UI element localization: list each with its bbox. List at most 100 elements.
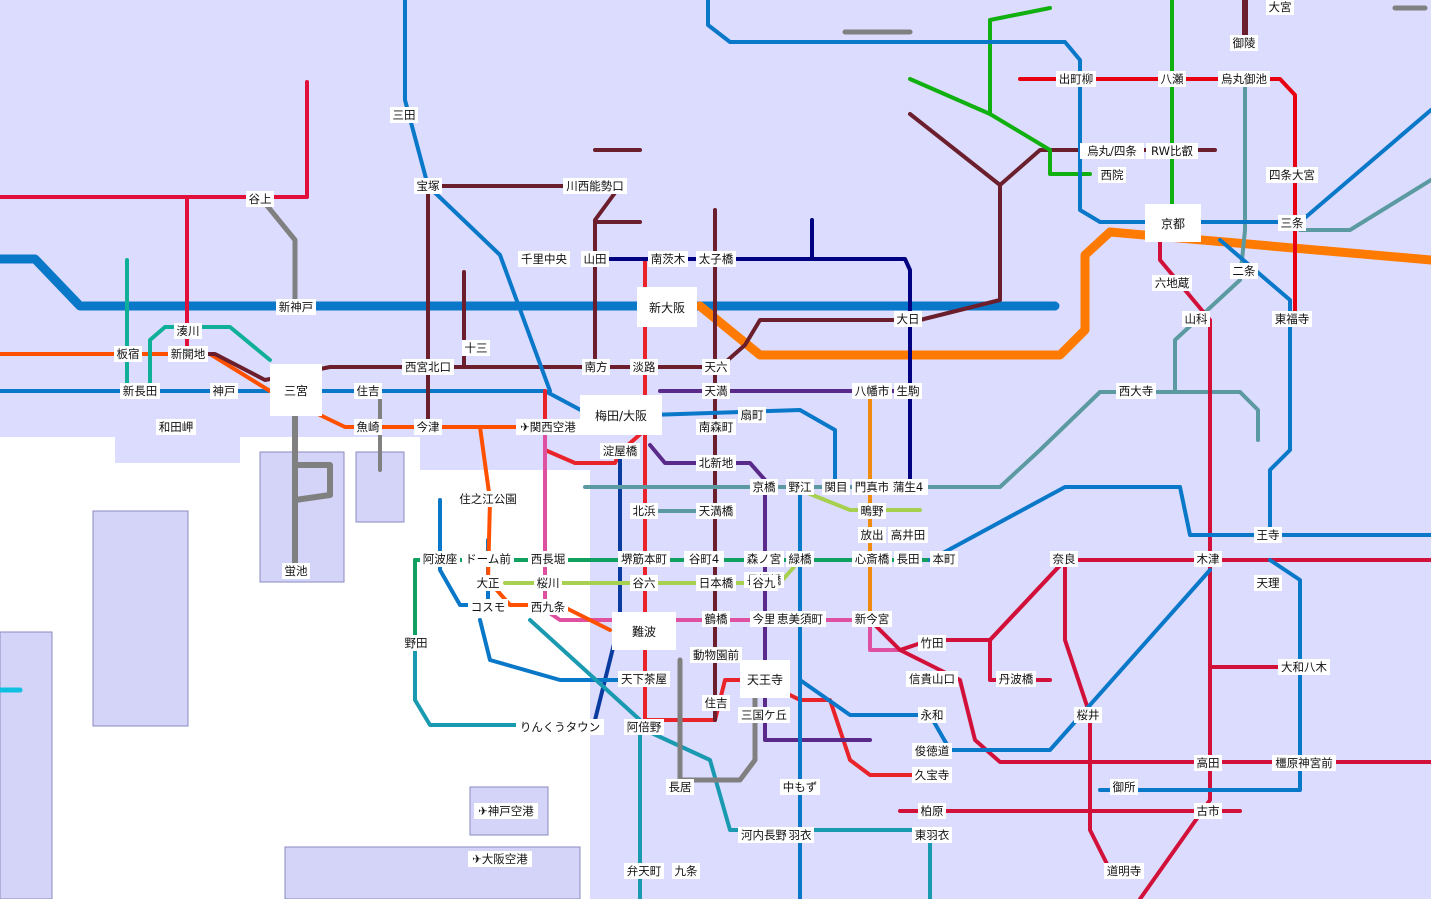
- station-label[interactable]: 大正: [474, 575, 502, 591]
- station-label[interactable]: 今津: [414, 419, 442, 435]
- station-label[interactable]: 南茨木: [648, 251, 688, 267]
- station-label[interactable]: 三国ケ丘: [738, 707, 790, 723]
- station-label[interactable]: 関目: [822, 479, 850, 495]
- station-label[interactable]: 三条: [1278, 215, 1306, 231]
- station-label[interactable]: 太子橋: [696, 251, 736, 267]
- station-label[interactable]: 蒲生4: [888, 479, 928, 495]
- station-label[interactable]: 鶴橋: [702, 611, 730, 627]
- station-label[interactable]: 本町: [930, 551, 958, 567]
- station-label[interactable]: 新今宮: [852, 611, 892, 627]
- station-label[interactable]: 奈良: [1050, 551, 1078, 567]
- station-label[interactable]: 八幡市: [852, 383, 892, 399]
- station-label[interactable]: 長田: [894, 551, 922, 567]
- station-label[interactable]: 緑橋: [786, 551, 814, 567]
- station-label[interactable]: りんくうタウン: [516, 719, 604, 735]
- station-label[interactable]: 住之江公園: [456, 491, 520, 507]
- station-label[interactable]: 二条: [1230, 263, 1258, 279]
- station-label[interactable]: 木津: [1194, 551, 1222, 567]
- station-label[interactable]: 蛍池: [282, 563, 310, 579]
- station-label[interactable]: 淀屋橋: [600, 443, 640, 459]
- station-label[interactable]: 阿倍野: [624, 719, 664, 735]
- station-label[interactable]: 山科: [1182, 311, 1210, 327]
- station-label[interactable]: 川西能勢口: [563, 178, 627, 194]
- station-label[interactable]: 西長堀: [528, 551, 568, 567]
- station-label[interactable]: 新神戸: [276, 299, 316, 315]
- station-label[interactable]: 古市: [1194, 803, 1222, 819]
- station-label[interactable]: 中もず: [780, 779, 820, 795]
- station-label[interactable]: 今里: [750, 611, 778, 627]
- station-label[interactable]: 鴫野: [858, 503, 886, 519]
- station-label[interactable]: 北新地: [696, 455, 736, 471]
- station-label[interactable]: 出町柳: [1056, 71, 1096, 87]
- station-label[interactable]: 大和八木: [1278, 659, 1330, 675]
- hub-shin-osaka[interactable]: 新大阪: [637, 287, 697, 327]
- station-label[interactable]: ✈大阪空港: [468, 851, 532, 867]
- station-label[interactable]: ✈関西空港: [516, 419, 580, 435]
- station-label[interactable]: RW比叡: [1146, 143, 1198, 159]
- station-label[interactable]: 扇町: [738, 407, 766, 423]
- station-label[interactable]: 御陵: [1230, 35, 1258, 51]
- station-label[interactable]: 十三: [462, 340, 490, 356]
- station-label[interactable]: 谷九: [750, 575, 778, 591]
- station-label[interactable]: 河内長野: [738, 827, 790, 843]
- station-label[interactable]: 四条大宮: [1266, 167, 1318, 183]
- station-label[interactable]: 天満橋: [696, 503, 736, 519]
- station-label[interactable]: 大宮: [1266, 0, 1294, 15]
- station-label[interactable]: 神戸: [210, 383, 238, 399]
- station-label[interactable]: 板宿: [114, 346, 142, 362]
- station-label[interactable]: 丹波橋: [996, 671, 1036, 687]
- station-label[interactable]: 阿波座: [420, 551, 460, 567]
- station-label[interactable]: 羽衣: [786, 827, 814, 843]
- hub-tennoji[interactable]: 天王寺: [740, 660, 790, 698]
- station-label[interactable]: 放出: [858, 527, 886, 543]
- station-label[interactable]: 魚崎: [354, 419, 382, 435]
- station-label[interactable]: 三田: [390, 107, 418, 123]
- hub-sannomiya[interactable]: 三宮: [270, 364, 322, 416]
- station-label[interactable]: 門真市: [852, 479, 892, 495]
- station-label[interactable]: 高井田: [888, 527, 928, 543]
- hub-umeda[interactable]: 梅田/大阪: [580, 395, 662, 435]
- station-label[interactable]: 西院: [1098, 167, 1126, 183]
- station-label[interactable]: 柏原: [918, 803, 946, 819]
- station-label[interactable]: 南森町: [696, 419, 736, 435]
- hub-namba[interactable]: 難波: [612, 612, 676, 650]
- station-label[interactable]: 淡路: [630, 359, 658, 375]
- station-label[interactable]: 桜井: [1074, 707, 1102, 723]
- station-label[interactable]: 宝塚: [414, 178, 442, 194]
- station-label[interactable]: 大日: [894, 311, 922, 327]
- station-label[interactable]: 東羽衣: [912, 827, 952, 843]
- station-label[interactable]: 八瀬: [1158, 71, 1186, 87]
- station-label[interactable]: 九条: [672, 863, 700, 879]
- station-label[interactable]: 王寺: [1254, 527, 1282, 543]
- station-label[interactable]: 西大寺: [1116, 383, 1156, 399]
- station-label[interactable]: 御所: [1110, 779, 1138, 795]
- station-label[interactable]: 高田: [1194, 755, 1222, 771]
- station-label[interactable]: 信貴山口: [906, 671, 958, 687]
- station-label[interactable]: ✈神戸空港: [474, 803, 538, 819]
- station-label[interactable]: 俊徳道: [912, 743, 952, 759]
- station-label[interactable]: ドーム前: [462, 551, 514, 567]
- station-label[interactable]: 日本橋: [696, 575, 736, 591]
- station-label[interactable]: 東福寺: [1272, 311, 1312, 327]
- station-label[interactable]: 野江: [786, 479, 814, 495]
- station-label[interactable]: コスモ: [468, 599, 508, 615]
- station-label[interactable]: 森ノ宮: [744, 551, 784, 567]
- station-label[interactable]: 恵美須町: [774, 611, 826, 627]
- station-label[interactable]: 動物園前: [690, 647, 742, 663]
- station-label[interactable]: 烏丸御池: [1218, 71, 1270, 87]
- station-label[interactable]: 千里中央: [518, 251, 570, 267]
- station-label[interactable]: 天理: [1254, 575, 1282, 591]
- station-label[interactable]: 桜川: [534, 575, 562, 591]
- station-label[interactable]: 谷上: [246, 191, 274, 207]
- station-label[interactable]: 湊川: [174, 323, 202, 339]
- station-label[interactable]: 新開地: [168, 346, 208, 362]
- station-label[interactable]: 心斎橋: [852, 551, 892, 567]
- station-label[interactable]: 西九条: [528, 599, 568, 615]
- station-label[interactable]: 橿原神宮前: [1272, 755, 1336, 771]
- hub-kyoto[interactable]: 京都: [1145, 204, 1201, 242]
- station-label[interactable]: 道明寺: [1104, 863, 1144, 879]
- station-label[interactable]: 天下茶屋: [618, 671, 670, 687]
- station-label[interactable]: 北浜: [630, 503, 658, 519]
- station-label[interactable]: 南方: [582, 359, 610, 375]
- station-label[interactable]: 弁天町: [624, 863, 664, 879]
